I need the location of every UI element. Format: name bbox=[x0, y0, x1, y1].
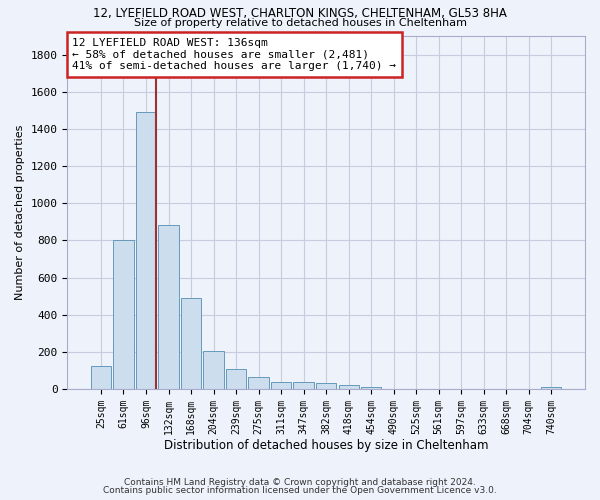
Bar bbox=[226, 370, 246, 389]
Text: Size of property relative to detached houses in Cheltenham: Size of property relative to detached ho… bbox=[133, 18, 467, 28]
Bar bbox=[136, 112, 156, 389]
Text: Contains public sector information licensed under the Open Government Licence v3: Contains public sector information licen… bbox=[103, 486, 497, 495]
Bar bbox=[113, 240, 134, 389]
Bar bbox=[338, 386, 359, 389]
Bar bbox=[293, 382, 314, 389]
Bar bbox=[361, 387, 382, 389]
Bar bbox=[158, 226, 179, 389]
Bar bbox=[541, 387, 562, 389]
Bar bbox=[316, 384, 336, 389]
Text: 12, LYEFIELD ROAD WEST, CHARLTON KINGS, CHELTENHAM, GL53 8HA: 12, LYEFIELD ROAD WEST, CHARLTON KINGS, … bbox=[93, 8, 507, 20]
Text: 12 LYEFIELD ROAD WEST: 136sqm
← 58% of detached houses are smaller (2,481)
41% o: 12 LYEFIELD ROAD WEST: 136sqm ← 58% of d… bbox=[73, 38, 397, 71]
Bar bbox=[91, 366, 111, 389]
Bar bbox=[248, 377, 269, 389]
X-axis label: Distribution of detached houses by size in Cheltenham: Distribution of detached houses by size … bbox=[164, 440, 488, 452]
Text: Contains HM Land Registry data © Crown copyright and database right 2024.: Contains HM Land Registry data © Crown c… bbox=[124, 478, 476, 487]
Bar bbox=[271, 382, 291, 389]
Bar bbox=[203, 351, 224, 389]
Bar bbox=[181, 298, 201, 389]
Y-axis label: Number of detached properties: Number of detached properties bbox=[15, 125, 25, 300]
